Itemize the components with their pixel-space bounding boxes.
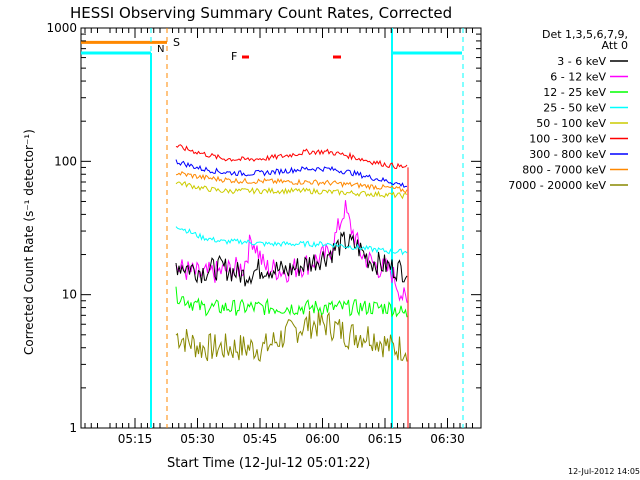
y-tick-label: 100 bbox=[54, 154, 77, 168]
legend-entry-label: 100 - 300 keV bbox=[529, 133, 606, 146]
chart-title: HESSI Observing Summary Count Rates, Cor… bbox=[70, 4, 452, 22]
legend-header: Det 1,3,5,6,7,9, bbox=[542, 28, 628, 41]
plot-frame bbox=[80, 27, 482, 429]
x-axis-ticks: 05:15 05:30 05:45 06:00 06:15 06:30 bbox=[84, 28, 473, 446]
x-tick-label: 05:15 bbox=[118, 432, 153, 446]
series-line-0 bbox=[175, 231, 408, 287]
x-axis-label: Start Time (12-Jul-12 05:01:22) bbox=[167, 456, 370, 471]
legend-entry-label: 7000 - 20000 keV bbox=[508, 179, 606, 192]
legend-entry-label: 6 - 12 keV bbox=[550, 71, 606, 84]
legend-entry-label: 800 - 7000 keV bbox=[522, 164, 606, 177]
x-tick-label: 06:00 bbox=[305, 432, 340, 446]
x-tick-label: 05:30 bbox=[180, 432, 215, 446]
plot-area: SN F bbox=[80, 27, 482, 429]
series-line-7 bbox=[175, 171, 408, 194]
night-label: N bbox=[157, 44, 164, 55]
y-axis-ticks: 1 10 100 1000 bbox=[46, 21, 481, 435]
legend-header: Att 0 bbox=[602, 39, 628, 52]
series-line-8 bbox=[175, 309, 408, 362]
y-axis-label: Corrected Count Rate (s⁻¹ detector⁻¹) bbox=[22, 129, 36, 355]
series-line-1 bbox=[175, 200, 408, 303]
y-tick-label: 1 bbox=[69, 421, 77, 435]
legend-entry-label: 25 - 50 keV bbox=[543, 102, 606, 115]
legend-entry-label: 300 - 800 keV bbox=[529, 148, 606, 161]
saa-label: S bbox=[173, 36, 180, 49]
x-tick-label: 06:30 bbox=[430, 432, 465, 446]
series-line-3 bbox=[175, 226, 408, 256]
y-tick-label: 1000 bbox=[46, 21, 77, 35]
series-line-4 bbox=[175, 180, 408, 200]
series-line-2 bbox=[175, 286, 408, 318]
series-line-6 bbox=[175, 159, 407, 188]
footer-timestamp: 12-Jul-2012 14:05 bbox=[568, 467, 640, 476]
y-tick-label: 10 bbox=[62, 288, 77, 302]
legend-entry-label: 50 - 100 keV bbox=[536, 117, 606, 130]
legend-entry-label: 3 - 6 keV bbox=[557, 55, 606, 68]
x-tick-label: 05:45 bbox=[243, 432, 278, 446]
legend: Det 1,3,5,6,7,9,Att 0 3 - 6 keV 6 - 12 keV… bbox=[508, 28, 628, 192]
flare-label: F bbox=[231, 50, 237, 63]
series-line-5 bbox=[175, 144, 408, 170]
legend-entry-label: 12 - 25 keV bbox=[543, 86, 606, 99]
x-tick-label: 06:15 bbox=[368, 432, 403, 446]
